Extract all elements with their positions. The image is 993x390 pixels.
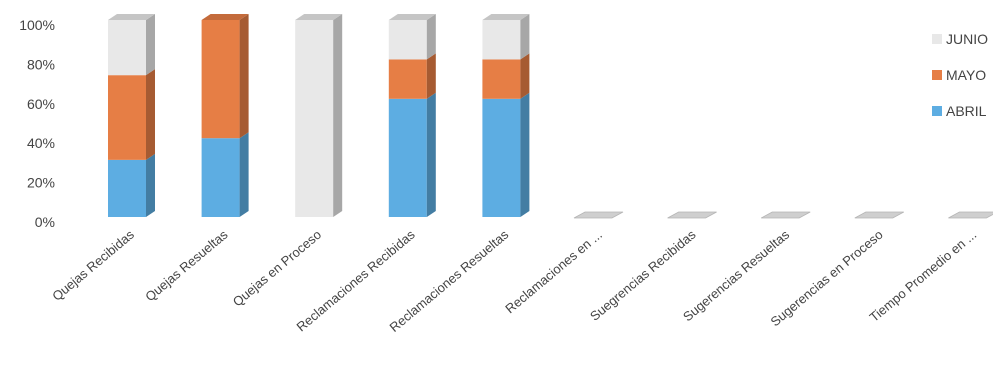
- legend-label: ABRIL: [946, 103, 987, 119]
- legend-item: MAYO: [932, 67, 986, 83]
- x-tick-label: Tiempo Promedio en ...: [867, 227, 980, 325]
- bar-top: [108, 14, 155, 20]
- bar-segment: [482, 53, 530, 99]
- bar-side: [146, 153, 155, 217]
- bar-segment: [108, 153, 155, 217]
- legend-item: JUNIO: [932, 31, 988, 47]
- bar-segment: [388, 14, 436, 60]
- bar-side: [426, 14, 436, 60]
- bar-segment: [108, 69, 155, 160]
- y-tick-label: 80%: [27, 56, 55, 72]
- x-tick-label: Reclamaciones en ...: [502, 227, 605, 317]
- legend: JUNIO MAYO ABRIL: [932, 31, 988, 119]
- bar-front: [482, 20, 521, 60]
- bar-front: [388, 59, 427, 99]
- bar-side: [333, 14, 343, 217]
- bar-front: [295, 20, 334, 217]
- empty-bar-base: [761, 211, 811, 219]
- bar-segment: [482, 14, 530, 60]
- bar-segment: [201, 132, 249, 217]
- bar-front: [108, 20, 146, 76]
- bar-side: [239, 132, 249, 217]
- bar-segment: [108, 14, 155, 76]
- bar-side: [520, 92, 530, 217]
- bar-front: [108, 75, 146, 160]
- bar-top: [295, 14, 343, 20]
- bar-front: [201, 138, 240, 217]
- bar-top: [482, 14, 530, 20]
- y-tick-label: 100%: [19, 17, 55, 33]
- bar-top: [201, 14, 249, 20]
- bar-front: [482, 98, 521, 217]
- bar-front: [108, 159, 146, 217]
- bar-front: [482, 59, 521, 99]
- bar-segment: [482, 92, 530, 217]
- x-axis: Quejas Recibidas Quejas Resueltas Quejas e…: [49, 226, 979, 334]
- bar-front: [388, 20, 427, 60]
- bar-side: [146, 14, 155, 76]
- bar-front: [201, 20, 240, 139]
- bar-top: [388, 14, 436, 20]
- bar-front: [388, 98, 427, 217]
- legend-swatch: [932, 34, 942, 44]
- y-axis: 0% 20% 40% 60% 80% 100%: [19, 17, 55, 230]
- y-tick-label: 20%: [27, 175, 55, 191]
- legend-label: JUNIO: [946, 31, 988, 47]
- bar-segment: [388, 53, 436, 99]
- x-tick-label: Quejas en Proceso: [230, 227, 324, 310]
- bar-side: [426, 92, 436, 217]
- x-tick-label: Quejas Resueltas: [142, 226, 231, 304]
- bar-side: [520, 53, 530, 99]
- empty-bar-base: [854, 211, 904, 219]
- bar-side: [520, 14, 530, 60]
- y-tick-label: 0%: [35, 214, 55, 230]
- y-tick-label: 60%: [27, 96, 55, 112]
- x-tick-label: Quejas Recibidas: [49, 226, 137, 303]
- legend-label: MAYO: [946, 67, 986, 83]
- bar-side: [426, 53, 436, 99]
- y-tick-label: 40%: [27, 135, 55, 151]
- empty-bar-base: [667, 211, 717, 219]
- bar-side: [239, 14, 249, 139]
- bars: [108, 14, 993, 219]
- bar-segment: [388, 92, 436, 217]
- legend-item: ABRIL: [932, 103, 987, 119]
- bar-side: [146, 69, 155, 160]
- legend-swatch: [932, 106, 942, 116]
- x-tick-label: Sugerencias Resueltas: [680, 226, 792, 324]
- bar-segment: [201, 14, 249, 139]
- empty-bar-base: [948, 211, 993, 219]
- empty-bar-base: [573, 211, 624, 219]
- bar-segment: [295, 14, 343, 217]
- x-tick-label: Suegrencias Recibidas: [587, 226, 699, 323]
- legend-swatch: [932, 70, 942, 80]
